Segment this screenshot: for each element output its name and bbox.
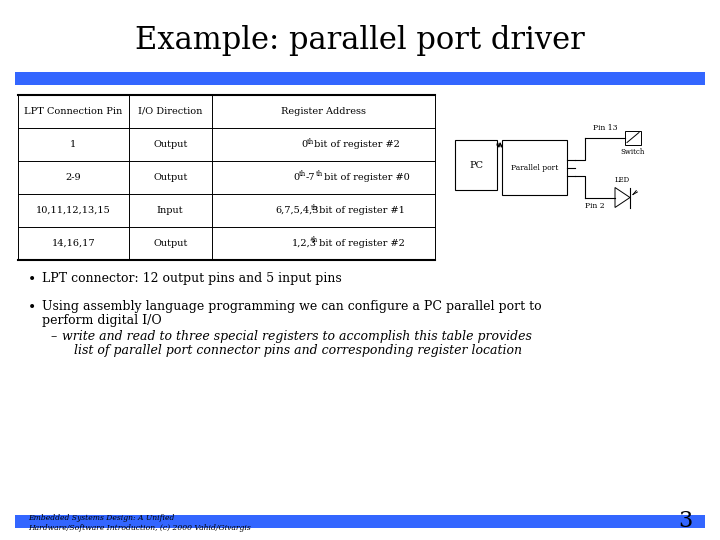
Bar xyxy=(625,131,641,145)
Text: th: th xyxy=(310,237,318,245)
Text: LED: LED xyxy=(615,177,630,185)
Text: Output: Output xyxy=(153,140,187,149)
Text: Register Address: Register Address xyxy=(281,107,366,116)
Text: Pin 2: Pin 2 xyxy=(585,202,605,211)
Text: 14,16,17: 14,16,17 xyxy=(51,239,95,248)
Text: 0: 0 xyxy=(294,173,300,182)
Text: Using assembly language programming we can configure a PC parallel port to: Using assembly language programming we c… xyxy=(42,300,541,313)
Text: –: – xyxy=(50,330,56,343)
Text: Output: Output xyxy=(153,173,187,182)
Text: perform digital I/O: perform digital I/O xyxy=(42,314,162,327)
Text: LPT connector: 12 output pins and 5 input pins: LPT connector: 12 output pins and 5 inpu… xyxy=(42,272,342,285)
Text: th: th xyxy=(299,171,306,179)
Text: •: • xyxy=(28,272,36,286)
Text: 10,11,12,13,15: 10,11,12,13,15 xyxy=(36,206,111,215)
Text: th: th xyxy=(315,171,323,179)
Text: 0: 0 xyxy=(302,140,307,149)
Text: bit of register #2: bit of register #2 xyxy=(317,239,405,248)
Bar xyxy=(502,140,567,195)
Text: I/O Direction: I/O Direction xyxy=(138,107,202,116)
Bar xyxy=(15,515,705,528)
Text: list of parallel port connector pins and corresponding register location: list of parallel port connector pins and… xyxy=(74,344,522,357)
Text: •: • xyxy=(28,300,36,314)
Text: Embedded Systems Design: A Unified
Hardware/Software Introduction, (c) 2000 Vahi: Embedded Systems Design: A Unified Hardw… xyxy=(28,514,251,532)
Text: PC: PC xyxy=(469,160,483,170)
Text: Switch: Switch xyxy=(621,148,645,157)
Text: Parallel port: Parallel port xyxy=(511,164,558,172)
Text: Example: parallel port driver: Example: parallel port driver xyxy=(135,24,585,56)
Text: th: th xyxy=(307,138,314,145)
Text: 1,2,3: 1,2,3 xyxy=(292,239,317,248)
Text: 2-9: 2-9 xyxy=(66,173,81,182)
Bar xyxy=(15,72,705,85)
Text: Pin 13: Pin 13 xyxy=(593,125,617,132)
Text: Input: Input xyxy=(157,206,184,215)
Text: th: th xyxy=(310,204,318,212)
Text: bit of register #0: bit of register #0 xyxy=(321,173,410,182)
Text: bit of register #1: bit of register #1 xyxy=(317,206,405,215)
Text: write and read to three special registers to accomplish this table provides: write and read to three special register… xyxy=(62,330,532,343)
Text: Output: Output xyxy=(153,239,187,248)
Text: 1: 1 xyxy=(70,140,76,149)
Text: LPT Connection Pin: LPT Connection Pin xyxy=(24,107,122,116)
Text: -7: -7 xyxy=(305,173,315,182)
Text: 3: 3 xyxy=(678,510,692,532)
Bar xyxy=(455,140,497,190)
Text: bit of register #2: bit of register #2 xyxy=(312,140,400,149)
Text: 6,7,5,4,3: 6,7,5,4,3 xyxy=(276,206,319,215)
